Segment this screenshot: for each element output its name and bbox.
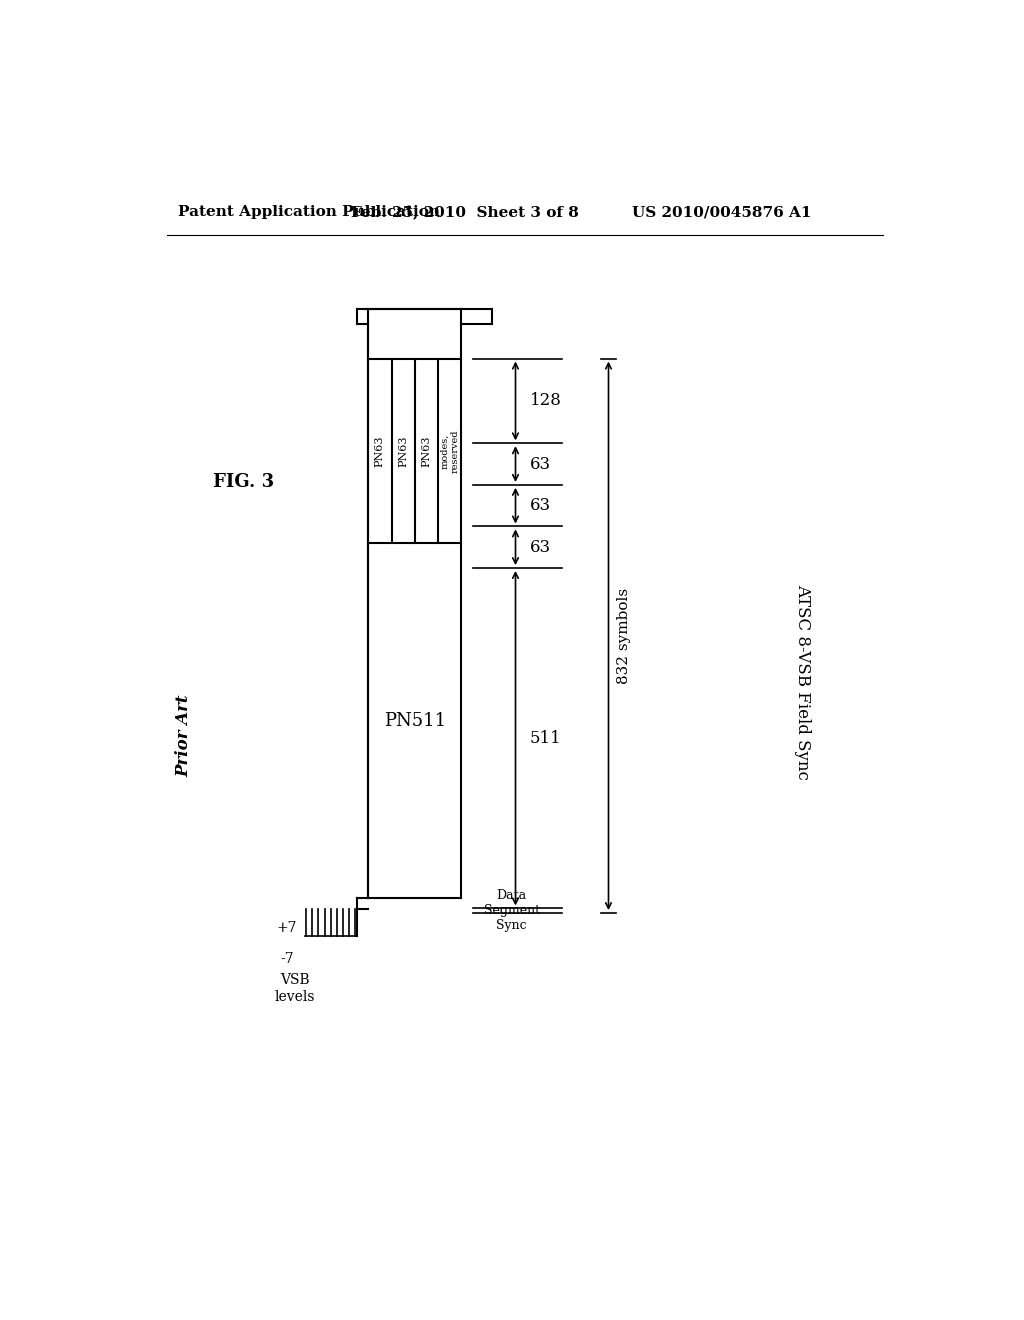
Text: ATSC 8-VSB Field Sync: ATSC 8-VSB Field Sync	[794, 583, 811, 780]
Text: 63: 63	[529, 455, 551, 473]
Text: -7: -7	[280, 952, 294, 966]
Text: Feb. 25, 2010  Sheet 3 of 8: Feb. 25, 2010 Sheet 3 of 8	[351, 206, 579, 219]
Text: +7: +7	[276, 921, 297, 936]
Text: 63: 63	[529, 539, 551, 556]
Text: modes,
reserved: modes, reserved	[440, 429, 460, 473]
Text: 128: 128	[529, 392, 561, 409]
Text: Data
Segment
Sync: Data Segment Sync	[483, 890, 540, 932]
Text: PN63: PN63	[398, 436, 409, 467]
Text: Patent Application Publication: Patent Application Publication	[178, 206, 440, 219]
Text: PN63: PN63	[375, 436, 385, 467]
Text: US 2010/0045876 A1: US 2010/0045876 A1	[632, 206, 811, 219]
Text: 63: 63	[529, 498, 551, 515]
Text: PN511: PN511	[384, 711, 445, 730]
Text: PN63: PN63	[421, 436, 431, 467]
Text: VSB
levels: VSB levels	[274, 973, 314, 1003]
Text: Prior Art: Prior Art	[175, 694, 193, 777]
Text: FIG. 3: FIG. 3	[213, 473, 274, 491]
Text: 832 symbols: 832 symbols	[617, 587, 631, 684]
Text: 511: 511	[529, 730, 561, 747]
